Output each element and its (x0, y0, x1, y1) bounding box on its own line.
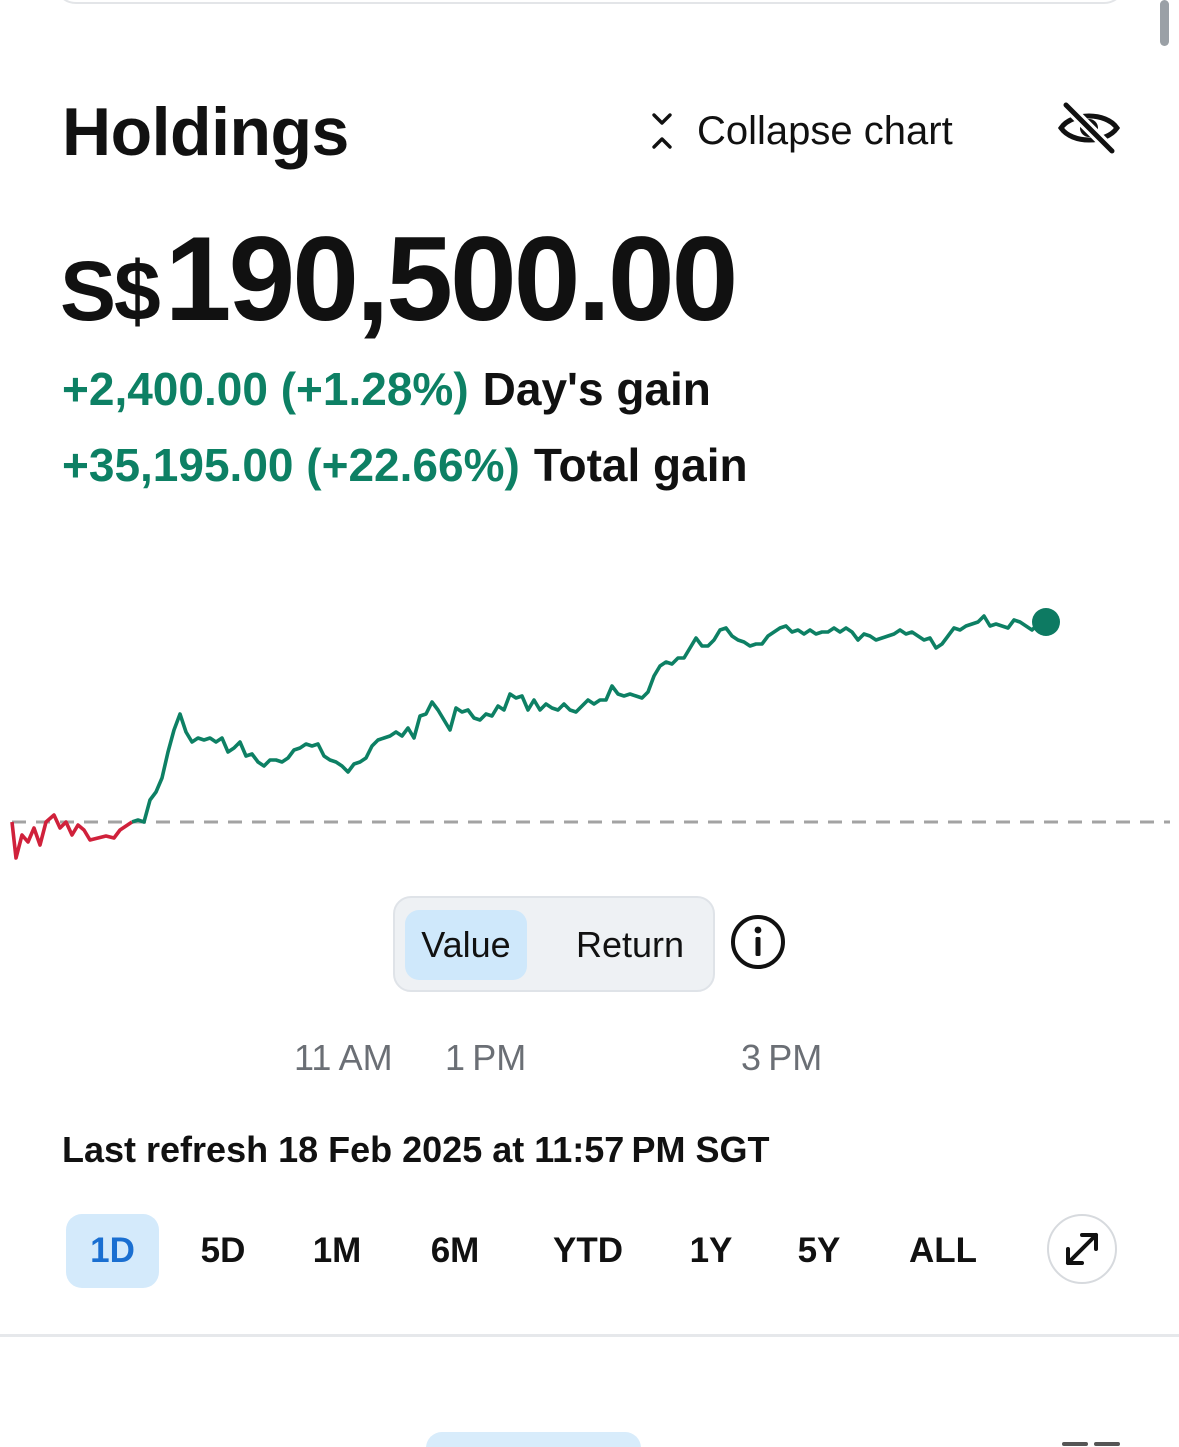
section-divider (0, 1334, 1179, 1337)
days-gain-value: +2,400.00 (+1.28%) (62, 363, 469, 415)
range-6m-button[interactable]: 6M (430, 1231, 480, 1270)
range-1y-button[interactable]: 1Y (689, 1231, 733, 1270)
portfolio-amount: 190,500.00 (164, 212, 739, 346)
collapse-icon (652, 113, 672, 149)
toggle-return-button[interactable]: Return (575, 924, 685, 965)
portfolio-value: S$190,500.00 (60, 210, 738, 346)
collapse-chart-button[interactable]: Collapse chart (645, 104, 953, 158)
page-title: Holdings (62, 94, 349, 170)
previous-card-edge (54, 0, 1126, 4)
total-gain-row: +35,195.00 (+22.66%) Total gain (62, 437, 748, 493)
toggle-value-button[interactable]: Value (405, 910, 527, 980)
range-1d-button[interactable]: 1D (66, 1214, 159, 1288)
info-icon[interactable] (730, 914, 786, 970)
time-axis-label: 1 PM (445, 1037, 527, 1078)
range-5d-button[interactable]: 5D (200, 1231, 246, 1270)
expand-icon (1066, 1233, 1098, 1265)
last-refresh-text: Last refresh 18 Feb 2025 at 11:57 PM SGT (62, 1129, 770, 1170)
next-section-tab[interactable] (426, 1432, 641, 1447)
days-gain-label: Day's gain (482, 363, 711, 415)
scrollbar[interactable] (1160, 0, 1169, 46)
total-gain-value: +35,195.00 (+22.66%) (62, 439, 520, 491)
collapse-chart-label: Collapse chart (697, 109, 953, 153)
chart-line-above-baseline (131, 614, 1047, 824)
holdings-chart[interactable] (0, 560, 1179, 880)
days-gain-row: +2,400.00 (+1.28%) Day's gain (62, 361, 711, 417)
hide-values-icon[interactable] (1056, 100, 1122, 156)
currency-symbol: S$ (60, 244, 161, 338)
range-ytd-button[interactable]: YTD (553, 1231, 623, 1270)
expand-chart-button[interactable] (1047, 1214, 1117, 1284)
value-return-toggle: Value Return (393, 896, 715, 992)
range-all-button[interactable]: ALL (908, 1231, 978, 1270)
next-section-control (1062, 1442, 1088, 1446)
next-section-control (1094, 1442, 1120, 1446)
chart-current-point (1032, 608, 1060, 636)
time-axis-label: 11 AM (294, 1037, 393, 1078)
total-gain-label: Total gain (533, 439, 748, 491)
chart-line-below-baseline (10, 813, 133, 860)
range-1m-button[interactable]: 1M (312, 1231, 362, 1270)
range-5y-button[interactable]: 5Y (797, 1231, 841, 1270)
time-axis-label: 3 PM (741, 1037, 823, 1078)
